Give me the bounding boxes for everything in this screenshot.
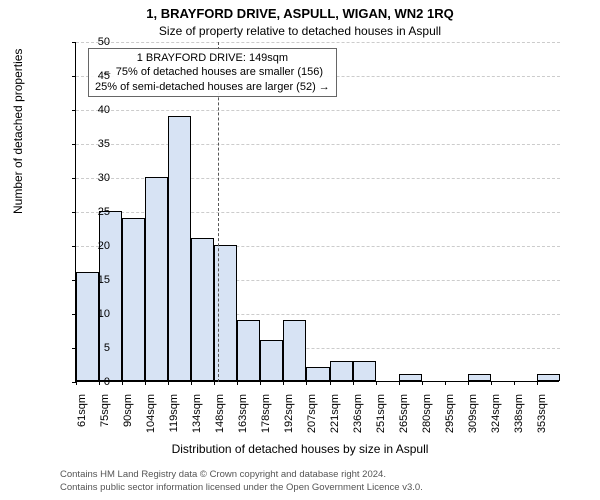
xtick-label: 119sqm xyxy=(168,394,180,432)
ytick-label: 0 xyxy=(80,376,110,388)
xtick-mark xyxy=(330,381,331,385)
xtick-mark xyxy=(260,381,261,385)
histogram-bar xyxy=(330,361,353,381)
xtick-mark xyxy=(445,381,446,385)
footer-attribution: Contains HM Land Registry data © Crown c… xyxy=(60,469,423,494)
ytick-label: 30 xyxy=(80,172,110,184)
ytick-mark xyxy=(72,212,76,213)
histogram-bar xyxy=(237,320,260,381)
ytick-label: 15 xyxy=(80,274,110,286)
ytick-mark xyxy=(72,144,76,145)
xtick-label: 178sqm xyxy=(260,394,272,433)
ytick-label: 25 xyxy=(80,206,110,218)
annotation-line1: 1 BRAYFORD DRIVE: 149sqm xyxy=(95,51,330,65)
histogram-bar xyxy=(537,374,560,381)
xtick-mark xyxy=(514,381,515,385)
ytick-label: 10 xyxy=(80,308,110,320)
xtick-label: 163sqm xyxy=(237,394,249,433)
ytick-mark xyxy=(72,110,76,111)
annotation-line2: ← 75% of detached houses are smaller (15… xyxy=(95,65,330,79)
footer-line2: Contains public sector information licen… xyxy=(60,482,423,494)
histogram-bar xyxy=(353,361,376,381)
xtick-label: 338sqm xyxy=(513,394,525,433)
histogram-bar xyxy=(260,340,283,381)
ytick-label: 40 xyxy=(80,104,110,116)
xtick-label: 353sqm xyxy=(536,394,548,433)
annotation-box: 1 BRAYFORD DRIVE: 149sqm ← 75% of detach… xyxy=(88,48,337,97)
xtick-mark xyxy=(145,381,146,385)
histogram-bar xyxy=(168,116,191,381)
ytick-label: 35 xyxy=(80,138,110,150)
xtick-label: 148sqm xyxy=(214,394,226,433)
ytick-mark xyxy=(72,246,76,247)
x-axis-label: Distribution of detached houses by size … xyxy=(0,442,600,456)
xtick-label: 265sqm xyxy=(398,394,410,433)
histogram-bar xyxy=(122,218,145,381)
xtick-label: 192sqm xyxy=(283,394,295,433)
xtick-label: 61sqm xyxy=(76,394,88,427)
gridline-h xyxy=(76,110,560,111)
xtick-label: 90sqm xyxy=(122,394,134,427)
xtick-label: 75sqm xyxy=(99,394,111,427)
xtick-mark xyxy=(122,381,123,385)
ytick-label: 20 xyxy=(80,240,110,252)
xtick-mark xyxy=(399,381,400,385)
histogram-bar xyxy=(99,211,122,381)
ytick-label: 45 xyxy=(80,70,110,82)
gridline-h xyxy=(76,144,560,145)
histogram-bar xyxy=(468,374,491,381)
xtick-label: 236sqm xyxy=(352,394,364,433)
xtick-label: 104sqm xyxy=(145,394,157,433)
xtick-mark xyxy=(468,381,469,385)
gridline-h xyxy=(76,42,560,43)
xtick-mark xyxy=(283,381,284,385)
footer-line1: Contains HM Land Registry data © Crown c… xyxy=(60,469,423,481)
histogram-bar xyxy=(306,367,329,381)
histogram-bar xyxy=(145,177,168,381)
xtick-label: 295sqm xyxy=(444,394,456,433)
xtick-mark xyxy=(353,381,354,385)
xtick-label: 251sqm xyxy=(375,394,387,433)
xtick-mark xyxy=(76,381,77,385)
xtick-label: 134sqm xyxy=(191,394,203,433)
xtick-mark xyxy=(214,381,215,385)
xtick-label: 309sqm xyxy=(467,394,479,433)
ytick-label: 5 xyxy=(80,342,110,354)
ytick-mark xyxy=(72,76,76,77)
xtick-mark xyxy=(168,381,169,385)
xtick-mark xyxy=(376,381,377,385)
histogram-bar xyxy=(283,320,306,381)
chart-title: 1, BRAYFORD DRIVE, ASPULL, WIGAN, WN2 1R… xyxy=(0,6,600,21)
histogram-bar xyxy=(76,272,99,381)
histogram-bar xyxy=(399,374,422,381)
xtick-label: 280sqm xyxy=(421,394,433,433)
xtick-mark xyxy=(306,381,307,385)
xtick-mark xyxy=(422,381,423,385)
ytick-mark xyxy=(72,178,76,179)
ytick-mark xyxy=(72,42,76,43)
xtick-label: 221sqm xyxy=(329,394,341,433)
annotation-line3: 25% of semi-detached houses are larger (… xyxy=(95,80,330,94)
xtick-mark xyxy=(237,381,238,385)
y-axis-label: Number of detached properties xyxy=(11,49,25,214)
xtick-label: 324sqm xyxy=(490,394,502,433)
histogram-bar xyxy=(191,238,214,381)
xtick-label: 207sqm xyxy=(306,394,318,433)
xtick-mark xyxy=(191,381,192,385)
xtick-mark xyxy=(491,381,492,385)
xtick-mark xyxy=(537,381,538,385)
ytick-label: 50 xyxy=(80,36,110,48)
